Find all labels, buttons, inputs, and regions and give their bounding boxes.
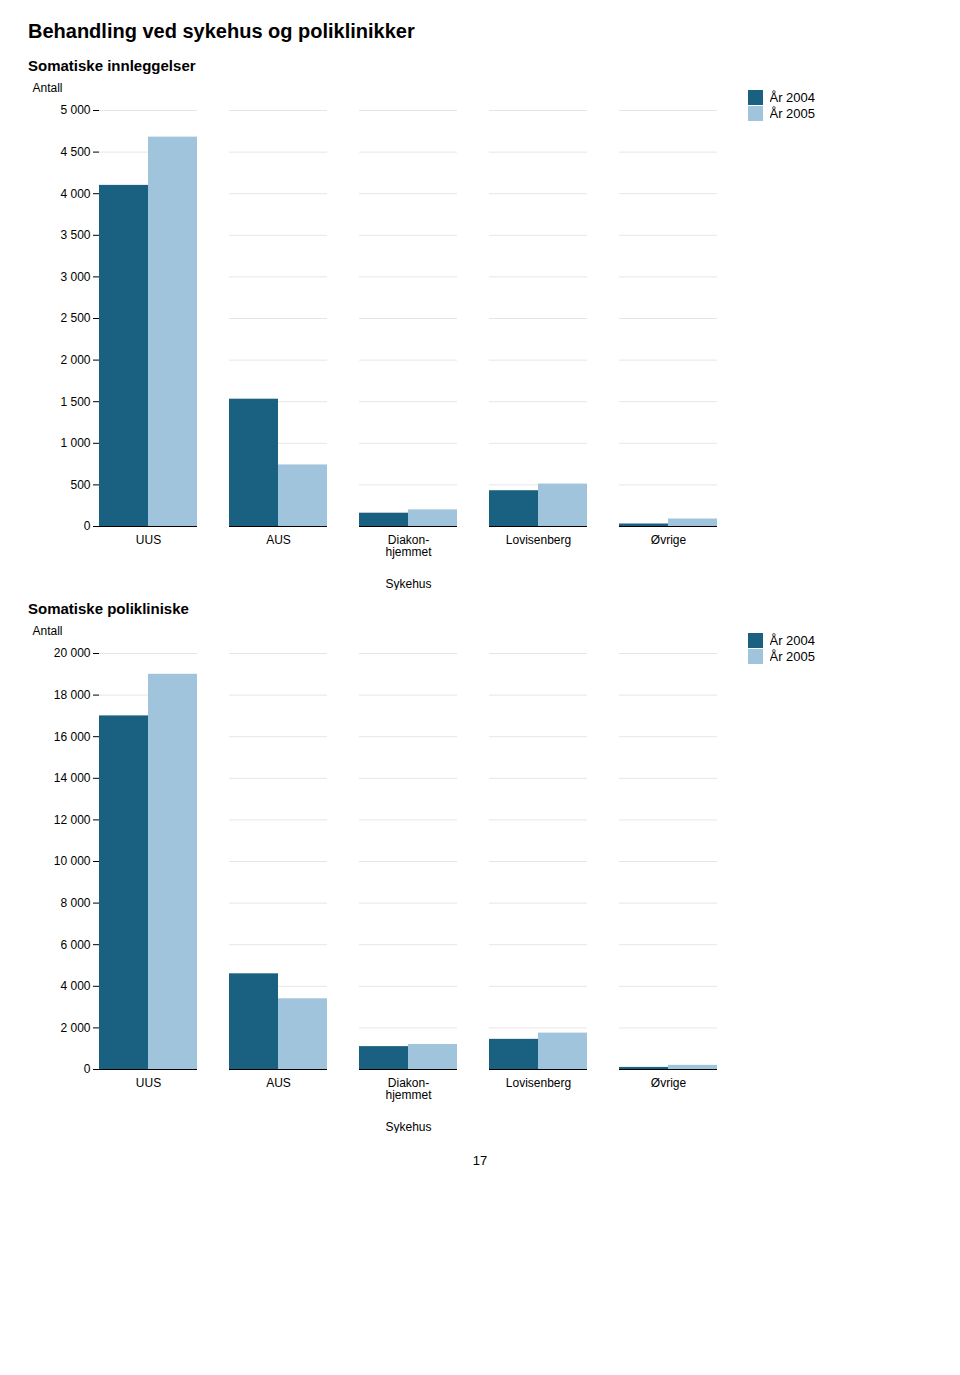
html-text:Somatiske polikliniske: Somatiske polikliniske — [28, 600, 189, 617]
svg-text:Diakon-hjemmet: Diakon-hjemmet — [385, 1076, 432, 1102]
svg-text:6 000: 6 000 — [60, 938, 90, 952]
html-text:17: 17 — [472, 1153, 488, 1168]
svg-text:12 000: 12 000 — [54, 813, 91, 827]
svg-text:4 500: 4 500 — [60, 145, 90, 159]
svg-text:5 000: 5 000 — [60, 103, 90, 117]
svg-text:20 000: 20 000 — [54, 646, 91, 660]
svg-text:Øvrige: Øvrige — [651, 1076, 687, 1090]
svg-text:Øvrige: Øvrige — [651, 533, 687, 547]
html-text:År 2004: År 2004 — [769, 90, 815, 105]
svg-text:2 000: 2 000 — [60, 353, 90, 367]
html-text:År 2005: År 2005 — [769, 106, 815, 121]
svg-text:0: 0 — [84, 519, 91, 533]
svg-text:Antall: Antall — [33, 81, 63, 95]
svg-text:0: 0 — [84, 1062, 91, 1076]
svg-text:16 000: 16 000 — [54, 730, 91, 744]
svg-text:UUS: UUS — [136, 533, 161, 547]
html-text:År 2005: År 2005 — [769, 649, 815, 664]
svg-text:Sykehus: Sykehus — [385, 577, 431, 591]
svg-text:2 500: 2 500 — [60, 311, 90, 325]
svg-text:Diakon-hjemmet: Diakon-hjemmet — [385, 533, 432, 559]
svg-text:1 000: 1 000 — [60, 436, 90, 450]
svg-text:18 000: 18 000 — [54, 688, 91, 702]
svg-text:Sykehus: Sykehus — [385, 1120, 431, 1134]
svg-text:3 000: 3 000 — [60, 270, 90, 284]
svg-text:500: 500 — [70, 478, 90, 492]
svg-text:AUS: AUS — [266, 533, 291, 547]
svg-text:Lovisenberg: Lovisenberg — [506, 533, 571, 547]
html-text:Behandling ved sykehus og poli: Behandling ved sykehus og poliklinikker — [28, 20, 415, 42]
svg-text:1 500: 1 500 — [60, 395, 90, 409]
svg-text:3 500: 3 500 — [60, 228, 90, 242]
html-text:År 2004: År 2004 — [769, 633, 815, 648]
svg-text:AUS: AUS — [266, 1076, 291, 1090]
svg-text:14 000: 14 000 — [54, 771, 91, 785]
svg-text:UUS: UUS — [136, 1076, 161, 1090]
svg-text:4 000: 4 000 — [60, 187, 90, 201]
svg-text:10 000: 10 000 — [54, 854, 91, 868]
svg-text:Lovisenberg: Lovisenberg — [506, 1076, 571, 1090]
svg-text:8 000: 8 000 — [60, 896, 90, 910]
svg-text:2 000: 2 000 — [60, 1021, 90, 1035]
svg-text:4 000: 4 000 — [60, 979, 90, 993]
html-text:Somatiske innleggelser: Somatiske innleggelser — [28, 57, 196, 74]
svg-text:Antall: Antall — [33, 624, 63, 638]
